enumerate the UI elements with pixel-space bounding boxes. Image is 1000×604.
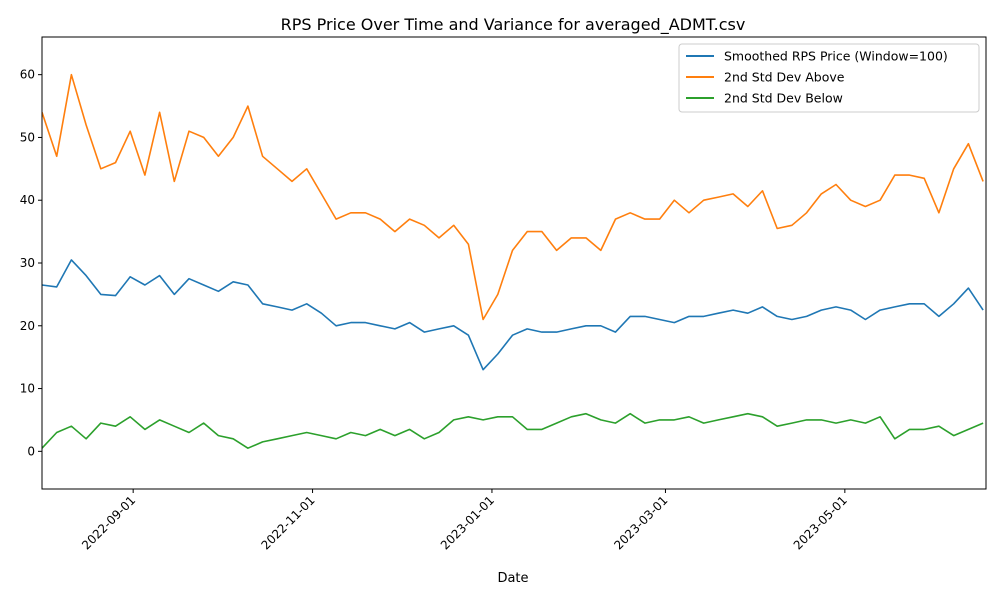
chart-title: RPS Price Over Time and Variance for ave… <box>281 15 746 35</box>
series-line-3 <box>42 412 984 450</box>
y-tick-label: 30 <box>20 256 35 270</box>
x-tick-label: 2023-01-01 <box>438 493 497 552</box>
y-tick-label: 40 <box>20 193 35 207</box>
x-axis: 2022-09-01 2022-11-01 2023-01-01 2023-03-01… <box>79 489 850 552</box>
legend-label-2: 2nd Std Dev Above <box>724 70 845 85</box>
series-line-2 <box>42 73 984 321</box>
legend-label-3: 2nd Std Dev Below <box>724 91 843 106</box>
y-tick-label: 0 <box>27 444 35 458</box>
legend: Smoothed RPS Price (Window=100) 2nd Std D… <box>678 43 980 113</box>
x-tick-label: 2023-05-01 <box>791 493 850 552</box>
y-tick-label: 20 <box>20 319 35 333</box>
legend-box <box>678 43 980 113</box>
y-tick-label: 60 <box>20 68 35 82</box>
y-tick-label: 10 <box>20 382 35 396</box>
series-line-1 <box>42 259 984 371</box>
x-axis-label: Date <box>497 571 528 586</box>
y-tick-label: 50 <box>20 130 35 144</box>
x-tick-label: 2022-09-01 <box>79 493 138 552</box>
legend-label-1: Smoothed RPS Price (Window=100) <box>724 49 948 64</box>
x-tick-label: 2022-11-01 <box>258 493 317 552</box>
y-axis: 0 10 20 30 40 50 60 <box>20 68 42 458</box>
series-layer <box>42 73 984 450</box>
x-tick-label: 2023-03-01 <box>611 493 670 552</box>
